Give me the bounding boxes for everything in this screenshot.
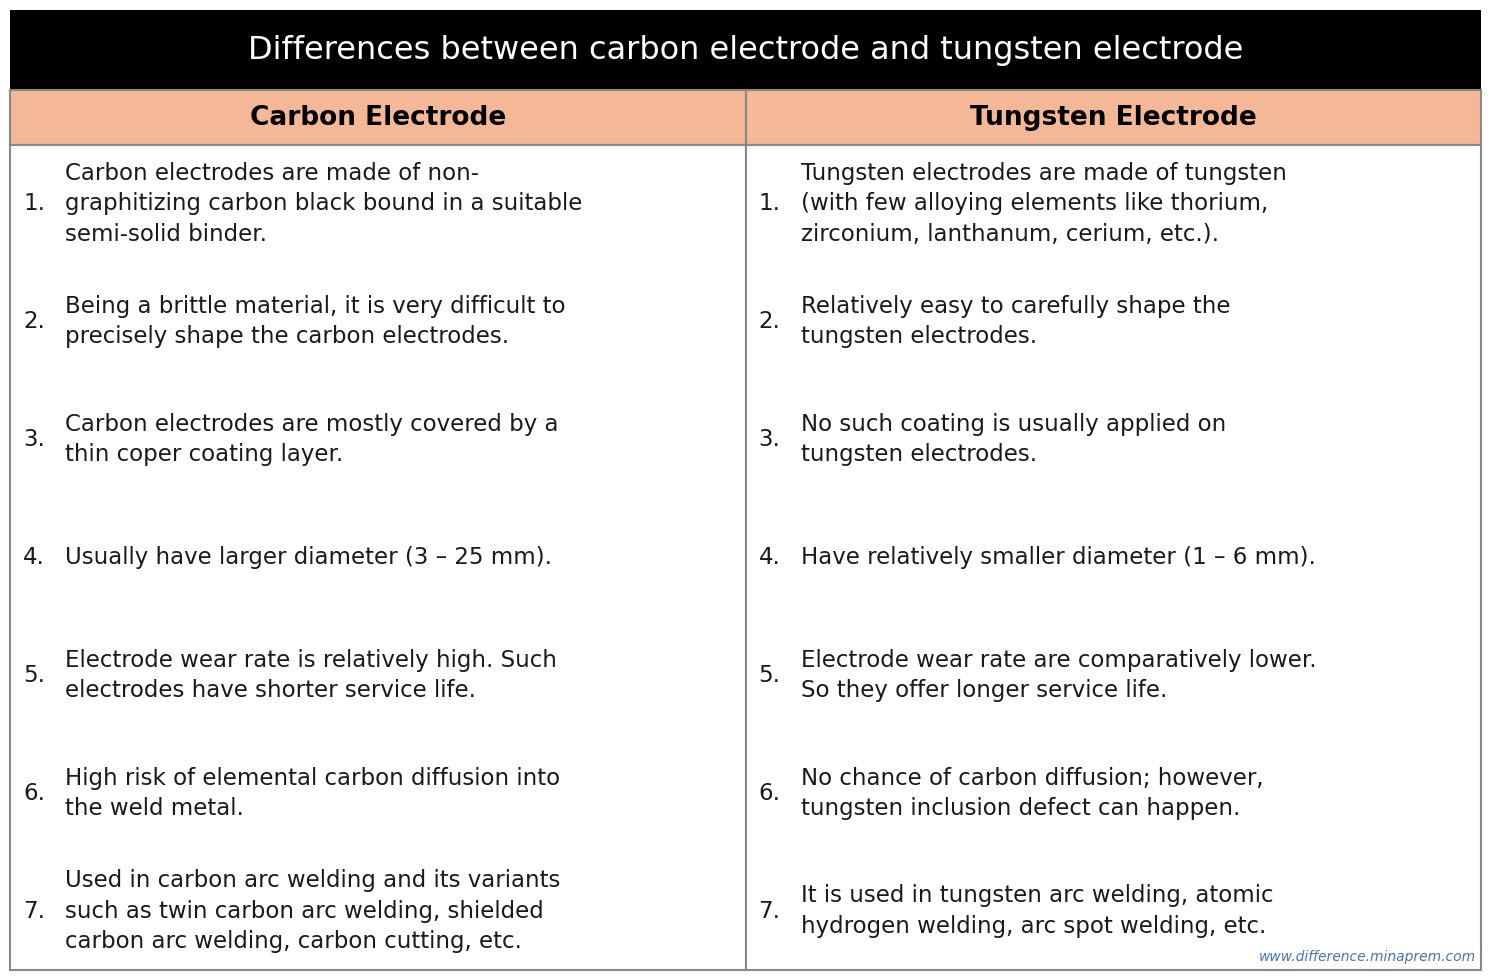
Text: Carbon electrodes are made of non-
graphitizing carbon black bound in a suitable: Carbon electrodes are made of non- graph… xyxy=(66,163,583,246)
Text: 2.: 2. xyxy=(24,311,45,333)
Text: Tungsten electrodes are made of tungsten
(with few alloying elements like thoriu: Tungsten electrodes are made of tungsten… xyxy=(801,163,1287,246)
Text: 2.: 2. xyxy=(759,311,780,333)
Text: www.difference.minaprem.com: www.difference.minaprem.com xyxy=(1258,950,1476,964)
Text: Have relatively smaller diameter (1 – 6 mm).: Have relatively smaller diameter (1 – 6 … xyxy=(801,546,1315,569)
Text: Electrode wear rate are comparatively lower.
So they offer longer service life.: Electrode wear rate are comparatively lo… xyxy=(801,649,1317,702)
FancyBboxPatch shape xyxy=(10,10,1481,90)
Text: 7.: 7. xyxy=(759,900,780,922)
Text: No chance of carbon diffusion; however,
tungsten inclusion defect can happen.: No chance of carbon diffusion; however, … xyxy=(801,766,1263,820)
Text: 3.: 3. xyxy=(24,428,45,451)
Text: 1.: 1. xyxy=(22,192,45,216)
Text: Used in carbon arc welding and its variants
such as twin carbon arc welding, shi: Used in carbon arc welding and its varia… xyxy=(66,869,561,953)
Text: Tungsten Electrode: Tungsten Electrode xyxy=(969,105,1257,130)
Text: Being a brittle material, it is very difficult to
precisely shape the carbon ele: Being a brittle material, it is very dif… xyxy=(66,295,565,348)
Text: Usually have larger diameter (3 – 25 mm).: Usually have larger diameter (3 – 25 mm)… xyxy=(66,546,552,569)
FancyBboxPatch shape xyxy=(746,145,1481,970)
Text: 6.: 6. xyxy=(759,782,780,805)
Text: 3.: 3. xyxy=(759,428,780,451)
Text: 4.: 4. xyxy=(24,546,45,569)
Text: 7.: 7. xyxy=(22,900,45,922)
Text: 5.: 5. xyxy=(22,663,45,687)
FancyBboxPatch shape xyxy=(746,90,1481,145)
Text: Carbon Electrode: Carbon Electrode xyxy=(249,105,505,130)
Text: Differences between carbon electrode and tungsten electrode: Differences between carbon electrode and… xyxy=(248,34,1243,66)
FancyBboxPatch shape xyxy=(10,145,746,970)
Text: Electrode wear rate is relatively high. Such
electrodes have shorter service lif: Electrode wear rate is relatively high. … xyxy=(66,649,556,702)
Text: High risk of elemental carbon diffusion into
the weld metal.: High risk of elemental carbon diffusion … xyxy=(66,766,561,820)
Text: 5.: 5. xyxy=(759,663,780,687)
Text: 1.: 1. xyxy=(759,192,780,216)
Text: It is used in tungsten arc welding, atomic
hydrogen welding, arc spot welding, e: It is used in tungsten arc welding, atom… xyxy=(801,885,1273,938)
Text: No such coating is usually applied on
tungsten electrodes.: No such coating is usually applied on tu… xyxy=(801,413,1226,466)
Text: 4.: 4. xyxy=(759,546,780,569)
Text: 6.: 6. xyxy=(22,782,45,805)
FancyBboxPatch shape xyxy=(10,90,746,145)
Text: Carbon electrodes are mostly covered by a
thin coper coating layer.: Carbon electrodes are mostly covered by … xyxy=(66,413,559,466)
Text: Relatively easy to carefully shape the
tungsten electrodes.: Relatively easy to carefully shape the t… xyxy=(801,295,1230,348)
